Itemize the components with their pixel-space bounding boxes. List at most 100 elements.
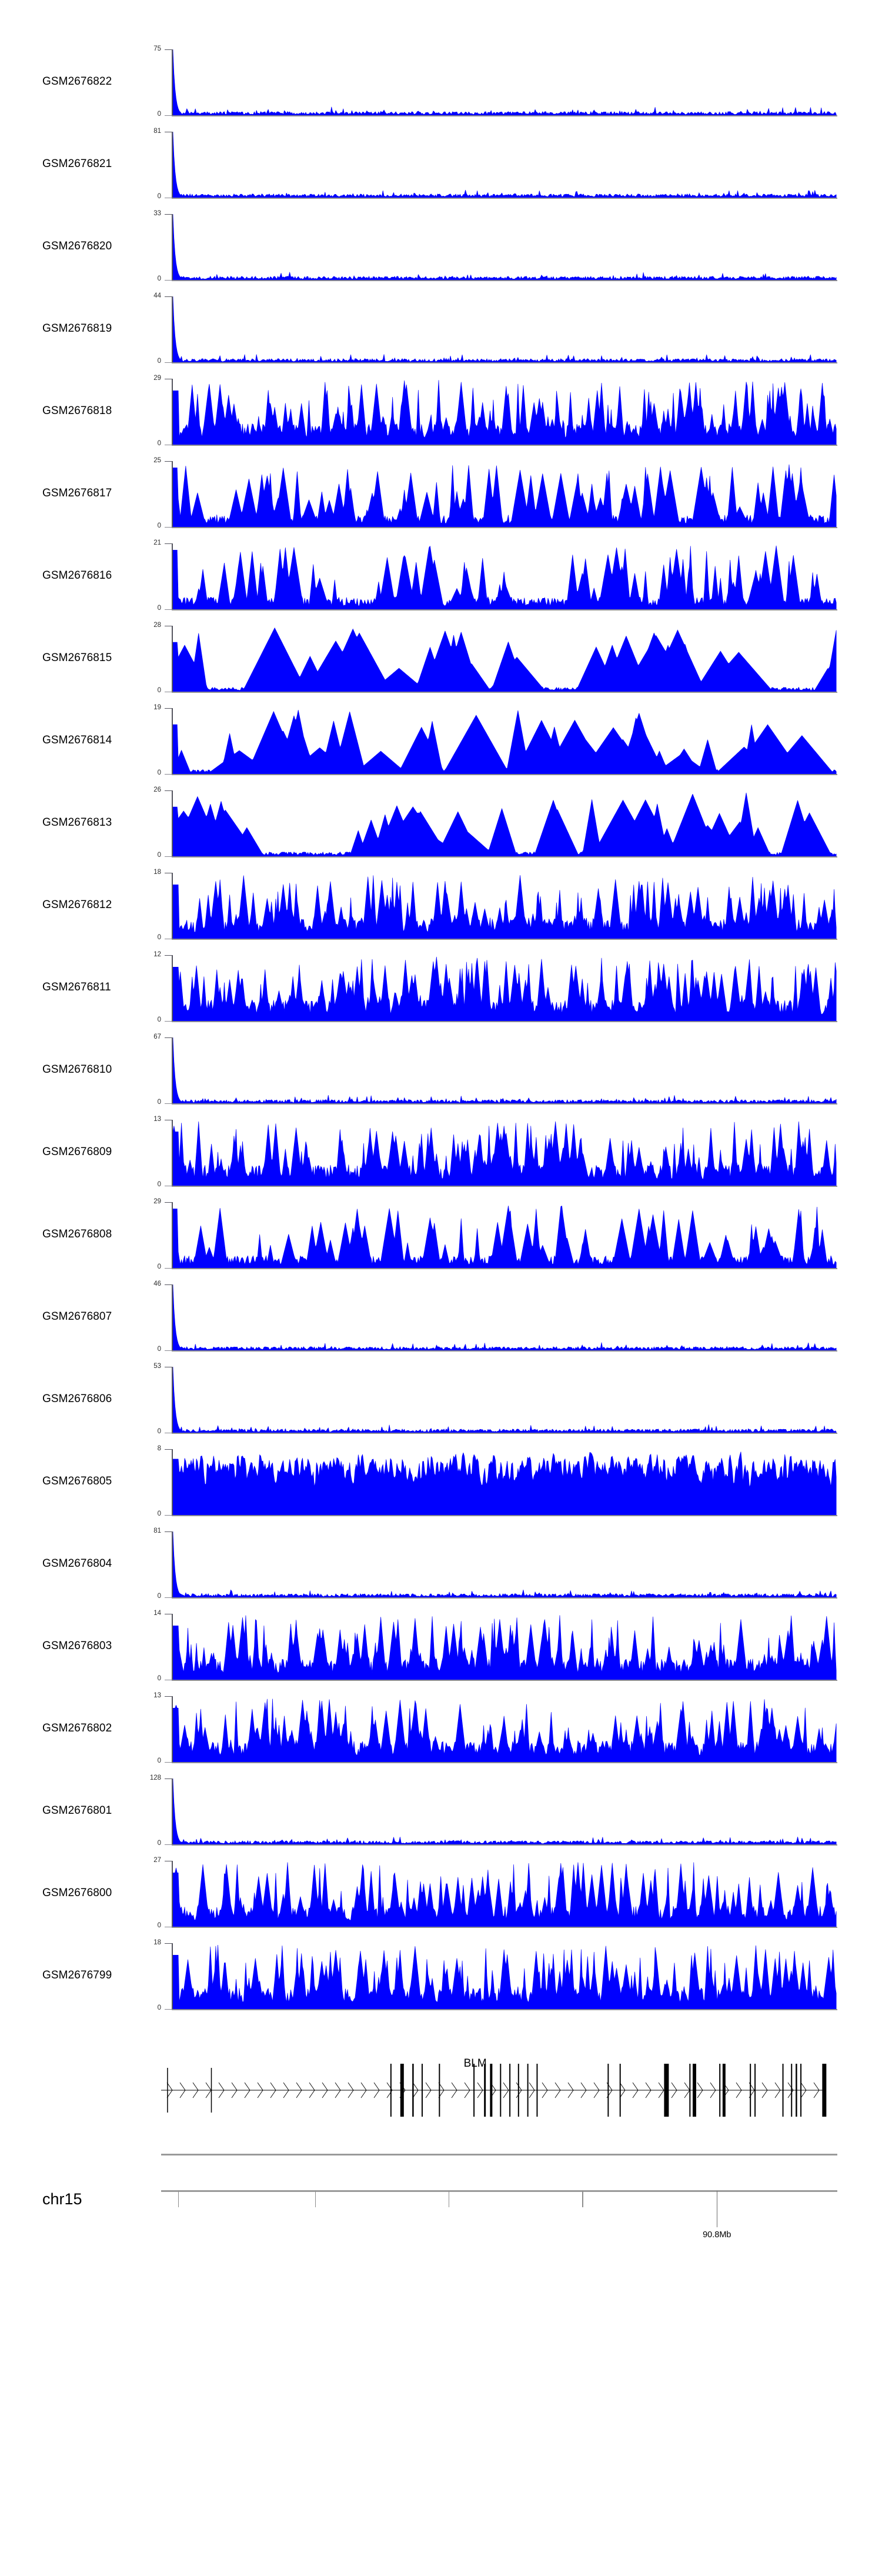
track-y-axis: 14 0 [0, 1610, 882, 1696]
y-axis-max-value: 25 [153, 457, 161, 464]
track-y-axis: 75 0 [0, 45, 882, 132]
coverage-track[interactable]: GSM2676800 27 0 [0, 1857, 882, 1943]
coverage-track[interactable]: GSM2676806 53 0 [0, 1363, 882, 1449]
coverage-signal[interactable] [173, 1861, 837, 1927]
track-y-axis: 29 0 [0, 1198, 882, 1284]
y-axis-line [172, 1202, 173, 1268]
coverage-signal[interactable] [173, 1037, 837, 1103]
coverage-signal[interactable] [173, 1943, 837, 2009]
coverage-signal[interactable] [173, 543, 837, 609]
y-axis-tick-max [165, 955, 172, 956]
track-baseline [172, 527, 837, 528]
axis-tick-minor [178, 2191, 179, 2207]
chromosome-axis-track[interactable]: chr15 90.8Mb [0, 2154, 882, 2254]
coverage-track[interactable]: GSM2676804 81 0 [0, 1527, 882, 1614]
coverage-track[interactable]: GSM2676814 19 0 [0, 704, 882, 790]
coverage-track[interactable]: GSM2676808 29 0 [0, 1198, 882, 1284]
coverage-track[interactable]: GSM2676822 75 0 [0, 45, 882, 132]
track-baseline [172, 1927, 837, 1928]
track-sample-label: GSM2676799 [42, 1969, 112, 1981]
track-baseline [172, 2009, 837, 2010]
y-axis-max-value: 18 [153, 869, 161, 876]
y-axis-max-value: 33 [153, 210, 161, 217]
y-axis-tick-max [165, 461, 172, 462]
coverage-track[interactable]: GSM2676807 46 0 [0, 1280, 882, 1367]
y-axis-tick-max [165, 790, 172, 791]
coverage-signal[interactable] [173, 379, 837, 445]
y-axis-min-value: 0 [157, 1757, 161, 1764]
y-axis-tick-max [165, 1531, 172, 1532]
y-axis-line [172, 1120, 173, 1186]
coverage-track[interactable]: GSM2676815 28 0 [0, 622, 882, 708]
coverage-track[interactable]: GSM2676813 26 0 [0, 786, 882, 873]
axis-tick-minor [582, 2191, 583, 2207]
y-axis-min-value: 0 [157, 852, 161, 859]
track-baseline [172, 1680, 837, 1681]
coverage-signal[interactable] [173, 132, 837, 198]
coverage-signal[interactable] [173, 1531, 837, 1597]
y-axis-tick-min [165, 362, 172, 363]
y-axis-tick-min [165, 115, 172, 116]
track-y-axis: 18 0 [0, 869, 882, 955]
y-axis-min-value: 0 [157, 1922, 161, 1929]
coverage-signal[interactable] [173, 1778, 837, 1844]
coverage-signal[interactable] [173, 461, 837, 527]
coverage-track[interactable]: GSM2676821 81 0 [0, 128, 882, 214]
coverage-track[interactable]: GSM2676805 8 0 [0, 1445, 882, 1531]
coverage-track[interactable]: GSM2676803 14 0 [0, 1610, 882, 1696]
coverage-track[interactable]: GSM2676812 18 0 [0, 869, 882, 955]
coverage-track[interactable]: GSM2676820 33 0 [0, 210, 882, 296]
y-axis-min-value: 0 [157, 1016, 161, 1023]
coverage-signal[interactable] [173, 214, 837, 280]
coverage-signal[interactable] [173, 1284, 837, 1350]
track-sample-label: GSM2676808 [42, 1228, 112, 1240]
coverage-track[interactable]: GSM2676799 18 0 [0, 1939, 882, 2026]
y-axis-tick-max [165, 1696, 172, 1697]
y-axis-min-value: 0 [157, 769, 161, 776]
coverage-signal[interactable] [173, 626, 837, 692]
y-axis-min-value: 0 [157, 1675, 161, 1682]
coverage-signal[interactable] [173, 708, 837, 774]
coverage-signal[interactable] [173, 1202, 837, 1268]
y-axis-max-value: 67 [153, 1033, 161, 1040]
y-axis-min-value: 0 [157, 687, 161, 694]
y-axis-max-value: 29 [153, 1198, 161, 1205]
track-y-axis: 46 0 [0, 1280, 882, 1367]
track-sample-label: GSM2676810 [42, 1063, 112, 1076]
coverage-track[interactable]: GSM2676801 128 0 [0, 1774, 882, 1861]
track-sample-label: GSM2676822 [42, 75, 112, 88]
y-axis-tick-min [165, 1844, 172, 1845]
coverage-signal[interactable] [173, 955, 837, 1021]
coverage-track[interactable]: GSM2676809 13 0 [0, 1116, 882, 1202]
coverage-signal[interactable] [173, 1367, 837, 1433]
coverage-track[interactable]: GSM2676816 21 0 [0, 539, 882, 626]
coverage-signal[interactable] [173, 790, 837, 856]
coverage-signal[interactable] [173, 296, 837, 362]
coverage-signal[interactable] [173, 1696, 837, 1762]
track-sample-label: GSM2676820 [42, 240, 112, 252]
coverage-signal[interactable] [173, 1614, 837, 1680]
track-y-axis: 44 0 [0, 292, 882, 379]
gene-annotation-track[interactable]: BLM [0, 2044, 882, 2133]
coverage-track[interactable]: GSM2676811 12 0 [0, 951, 882, 1037]
track-y-axis: 29 0 [0, 375, 882, 461]
track-sample-label: GSM2676815 [42, 652, 112, 664]
coverage-track[interactable]: GSM2676802 13 0 [0, 1692, 882, 1778]
y-axis-max-value: 128 [149, 1774, 161, 1781]
coverage-track[interactable]: GSM2676817 25 0 [0, 457, 882, 543]
track-sample-label: GSM2676804 [42, 1557, 112, 1570]
coverage-signal[interactable] [173, 873, 837, 939]
track-baseline [172, 1350, 837, 1352]
coverage-track[interactable]: GSM2676819 44 0 [0, 292, 882, 379]
coverage-signal[interactable] [173, 49, 837, 115]
y-axis-tick-min [165, 1268, 172, 1269]
track-baseline [172, 1103, 837, 1105]
coverage-signal[interactable] [173, 1449, 837, 1515]
track-baseline [172, 115, 837, 116]
y-axis-tick-min [165, 280, 172, 281]
coverage-track[interactable]: GSM2676818 29 0 [0, 375, 882, 461]
coverage-track[interactable]: GSM2676810 67 0 [0, 1033, 882, 1120]
y-axis-line [172, 543, 173, 609]
coverage-signal[interactable] [173, 1120, 837, 1186]
